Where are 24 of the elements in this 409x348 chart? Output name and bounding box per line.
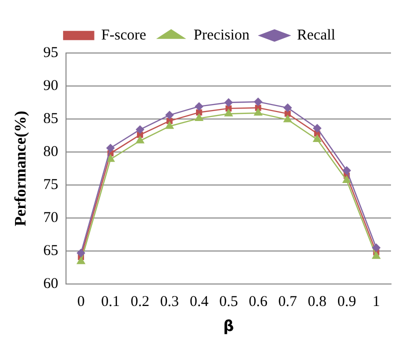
y-tick-label: 80 [43, 144, 58, 160]
x-tick-label: 0.7 [278, 294, 298, 310]
x-axis-title: β [223, 316, 234, 335]
y-tick-label: 65 [43, 242, 58, 259]
x-tick-label: 0.8 [308, 294, 327, 310]
y-tick-label: 60 [43, 276, 58, 292]
y-tick-label: 85 [43, 110, 58, 127]
x-tick-label: 0.6 [248, 294, 268, 310]
y-tick-label: 70 [43, 210, 58, 226]
legend-label: Recall [297, 27, 336, 44]
x-tick-label: 0.3 [160, 294, 179, 310]
x-tick-label: 1 [372, 294, 380, 310]
y-tick-label: 95 [43, 44, 58, 61]
legend-label: F-score [101, 27, 147, 44]
x-tick-label: 0.2 [130, 294, 150, 310]
y-axis-title: Performance(%) [12, 110, 30, 226]
x-tick-label: 0.9 [337, 294, 356, 310]
y-tick-label: 90 [43, 78, 58, 94]
x-tick-label: 0.1 [101, 294, 120, 310]
legend-label: Precision [194, 27, 250, 44]
x-tick-label: 0.5 [219, 294, 238, 310]
x-tick-label: 0.4 [190, 294, 209, 310]
y-tick-label: 75 [43, 176, 58, 193]
x-tick-label: 0 [77, 294, 85, 310]
